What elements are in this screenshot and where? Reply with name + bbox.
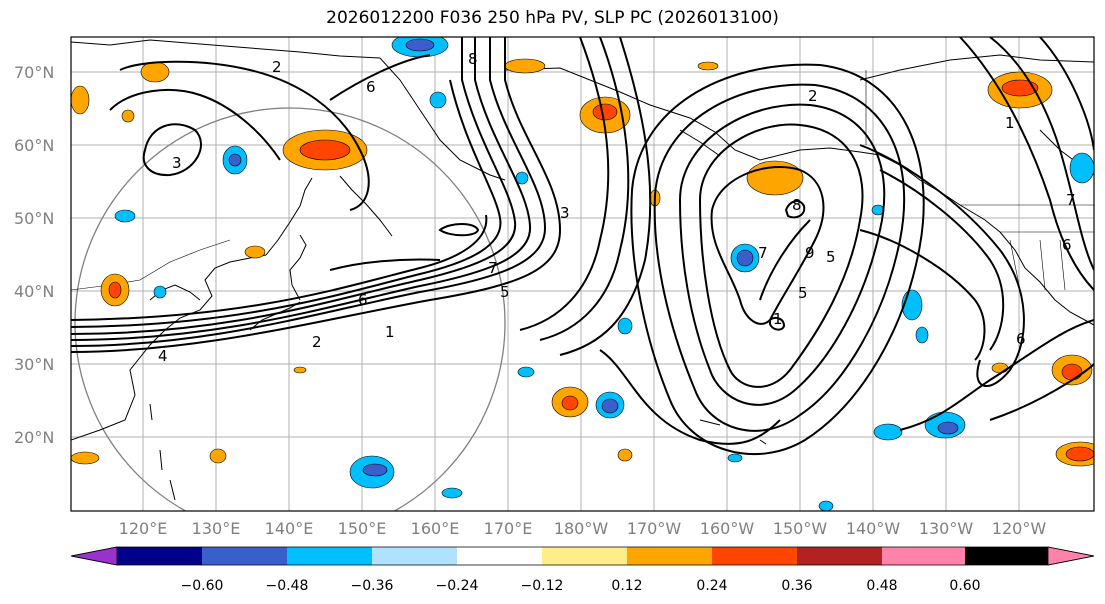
lon-label: 150°W <box>773 519 828 538</box>
contour-label: 7 <box>488 259 498 277</box>
graticule <box>71 37 1094 511</box>
contour-label: 2 <box>272 58 282 76</box>
lon-label: 130°W <box>919 519 974 538</box>
contour-label: 5 <box>798 284 808 302</box>
contour-label: 1 <box>385 323 395 341</box>
latitude-labels: 70°N 60°N 50°N 40°N 30°N 20°N <box>14 63 54 447</box>
colorbar-segment <box>542 547 627 565</box>
colorbar-segment <box>117 547 202 565</box>
slp-contours <box>71 37 1094 455</box>
colorbar-segment <box>797 547 882 565</box>
contour-label: 8 <box>468 50 478 68</box>
contour-label: 9 <box>805 244 815 262</box>
colorbar-segment <box>372 547 457 565</box>
contour-label: 4 <box>158 347 168 365</box>
colorbar-tick-label: −0.36 <box>351 578 394 594</box>
lon-label: 140°W <box>846 519 901 538</box>
radius-circle <box>74 107 506 511</box>
colorbar-tick-label: −0.12 <box>521 578 564 594</box>
lon-label: 150°E <box>338 519 387 538</box>
lon-label: 130°E <box>192 519 241 538</box>
colorbar-extend-right <box>1047 546 1095 566</box>
colorbar-tick-label: −0.24 <box>436 578 479 594</box>
colorbar-tick-label: 0.36 <box>781 578 812 594</box>
lon-label: 170°W <box>627 519 682 538</box>
contour-label: 6 <box>358 291 368 309</box>
colorbar-tick-label: −0.48 <box>266 578 309 594</box>
lon-label: 160°E <box>411 519 460 538</box>
colorbar: −0.60 −0.48 −0.36 −0.24 −0.12 0.12 0.24 … <box>70 546 1095 594</box>
lon-label: 180°W <box>554 519 609 538</box>
colorbar-segment <box>882 547 965 565</box>
coastlines <box>71 39 1094 501</box>
colorbar-outline <box>70 546 1095 566</box>
contour-label: 5 <box>500 283 510 301</box>
contour-label: 2 <box>312 333 322 351</box>
contour-label: 8 <box>792 196 802 214</box>
colorbar-tick-label: 0.24 <box>696 578 727 594</box>
contour-label: 1 <box>773 310 783 328</box>
contour-label: 7 <box>758 244 768 262</box>
lat-label: 50°N <box>14 209 54 228</box>
lat-label: 40°N <box>14 282 54 301</box>
map-frame <box>70 36 1095 512</box>
contour-label: 6 <box>1016 330 1026 348</box>
contour-label: 5 <box>826 248 836 266</box>
contour-label: 3 <box>172 154 182 172</box>
colorbar-tick-label: −0.60 <box>181 578 224 594</box>
colorbar-tick-label: 0.60 <box>949 578 980 594</box>
contour-label: 3 <box>560 204 570 222</box>
lon-label: 170°E <box>484 519 533 538</box>
lon-label: 160°W <box>700 519 755 538</box>
lon-label: 120°E <box>119 519 168 538</box>
longitude-labels: 120°E 130°E 140°E 150°E 160°E 170°E 180°… <box>119 519 1047 538</box>
map-title: 2026012200 F036 250 hPa PV, SLP PC (2026… <box>326 8 779 28</box>
colorbar-extend-left <box>70 546 118 566</box>
contour-label: 2 <box>808 87 818 105</box>
colorbar-segment <box>457 547 542 565</box>
colorbar-segment <box>965 547 1048 565</box>
contour-labels: 2 6 3 8 7 5 6 1 2 4 2 7 8 9 5 1 5 6 6 7 … <box>158 50 1076 365</box>
colorbar-tick-label: 0.12 <box>611 578 642 594</box>
contour-label: 6 <box>366 78 376 96</box>
colorbar-tick-label: 0.48 <box>866 578 897 594</box>
colorbar-segment <box>287 547 372 565</box>
lat-label: 70°N <box>14 63 54 82</box>
lat-label: 60°N <box>14 136 54 155</box>
contour-label: 6 <box>1062 236 1072 254</box>
contour-label: 1 <box>1005 114 1015 132</box>
colorbar-segment <box>202 547 287 565</box>
colorbar-segment <box>712 547 797 565</box>
colorbar-segment <box>627 547 712 565</box>
lat-label: 30°N <box>14 355 54 374</box>
contour-label: 7 <box>1066 191 1076 209</box>
lat-label: 20°N <box>14 428 54 447</box>
lon-label: 140°E <box>265 519 314 538</box>
lon-label: 120°W <box>992 519 1047 538</box>
